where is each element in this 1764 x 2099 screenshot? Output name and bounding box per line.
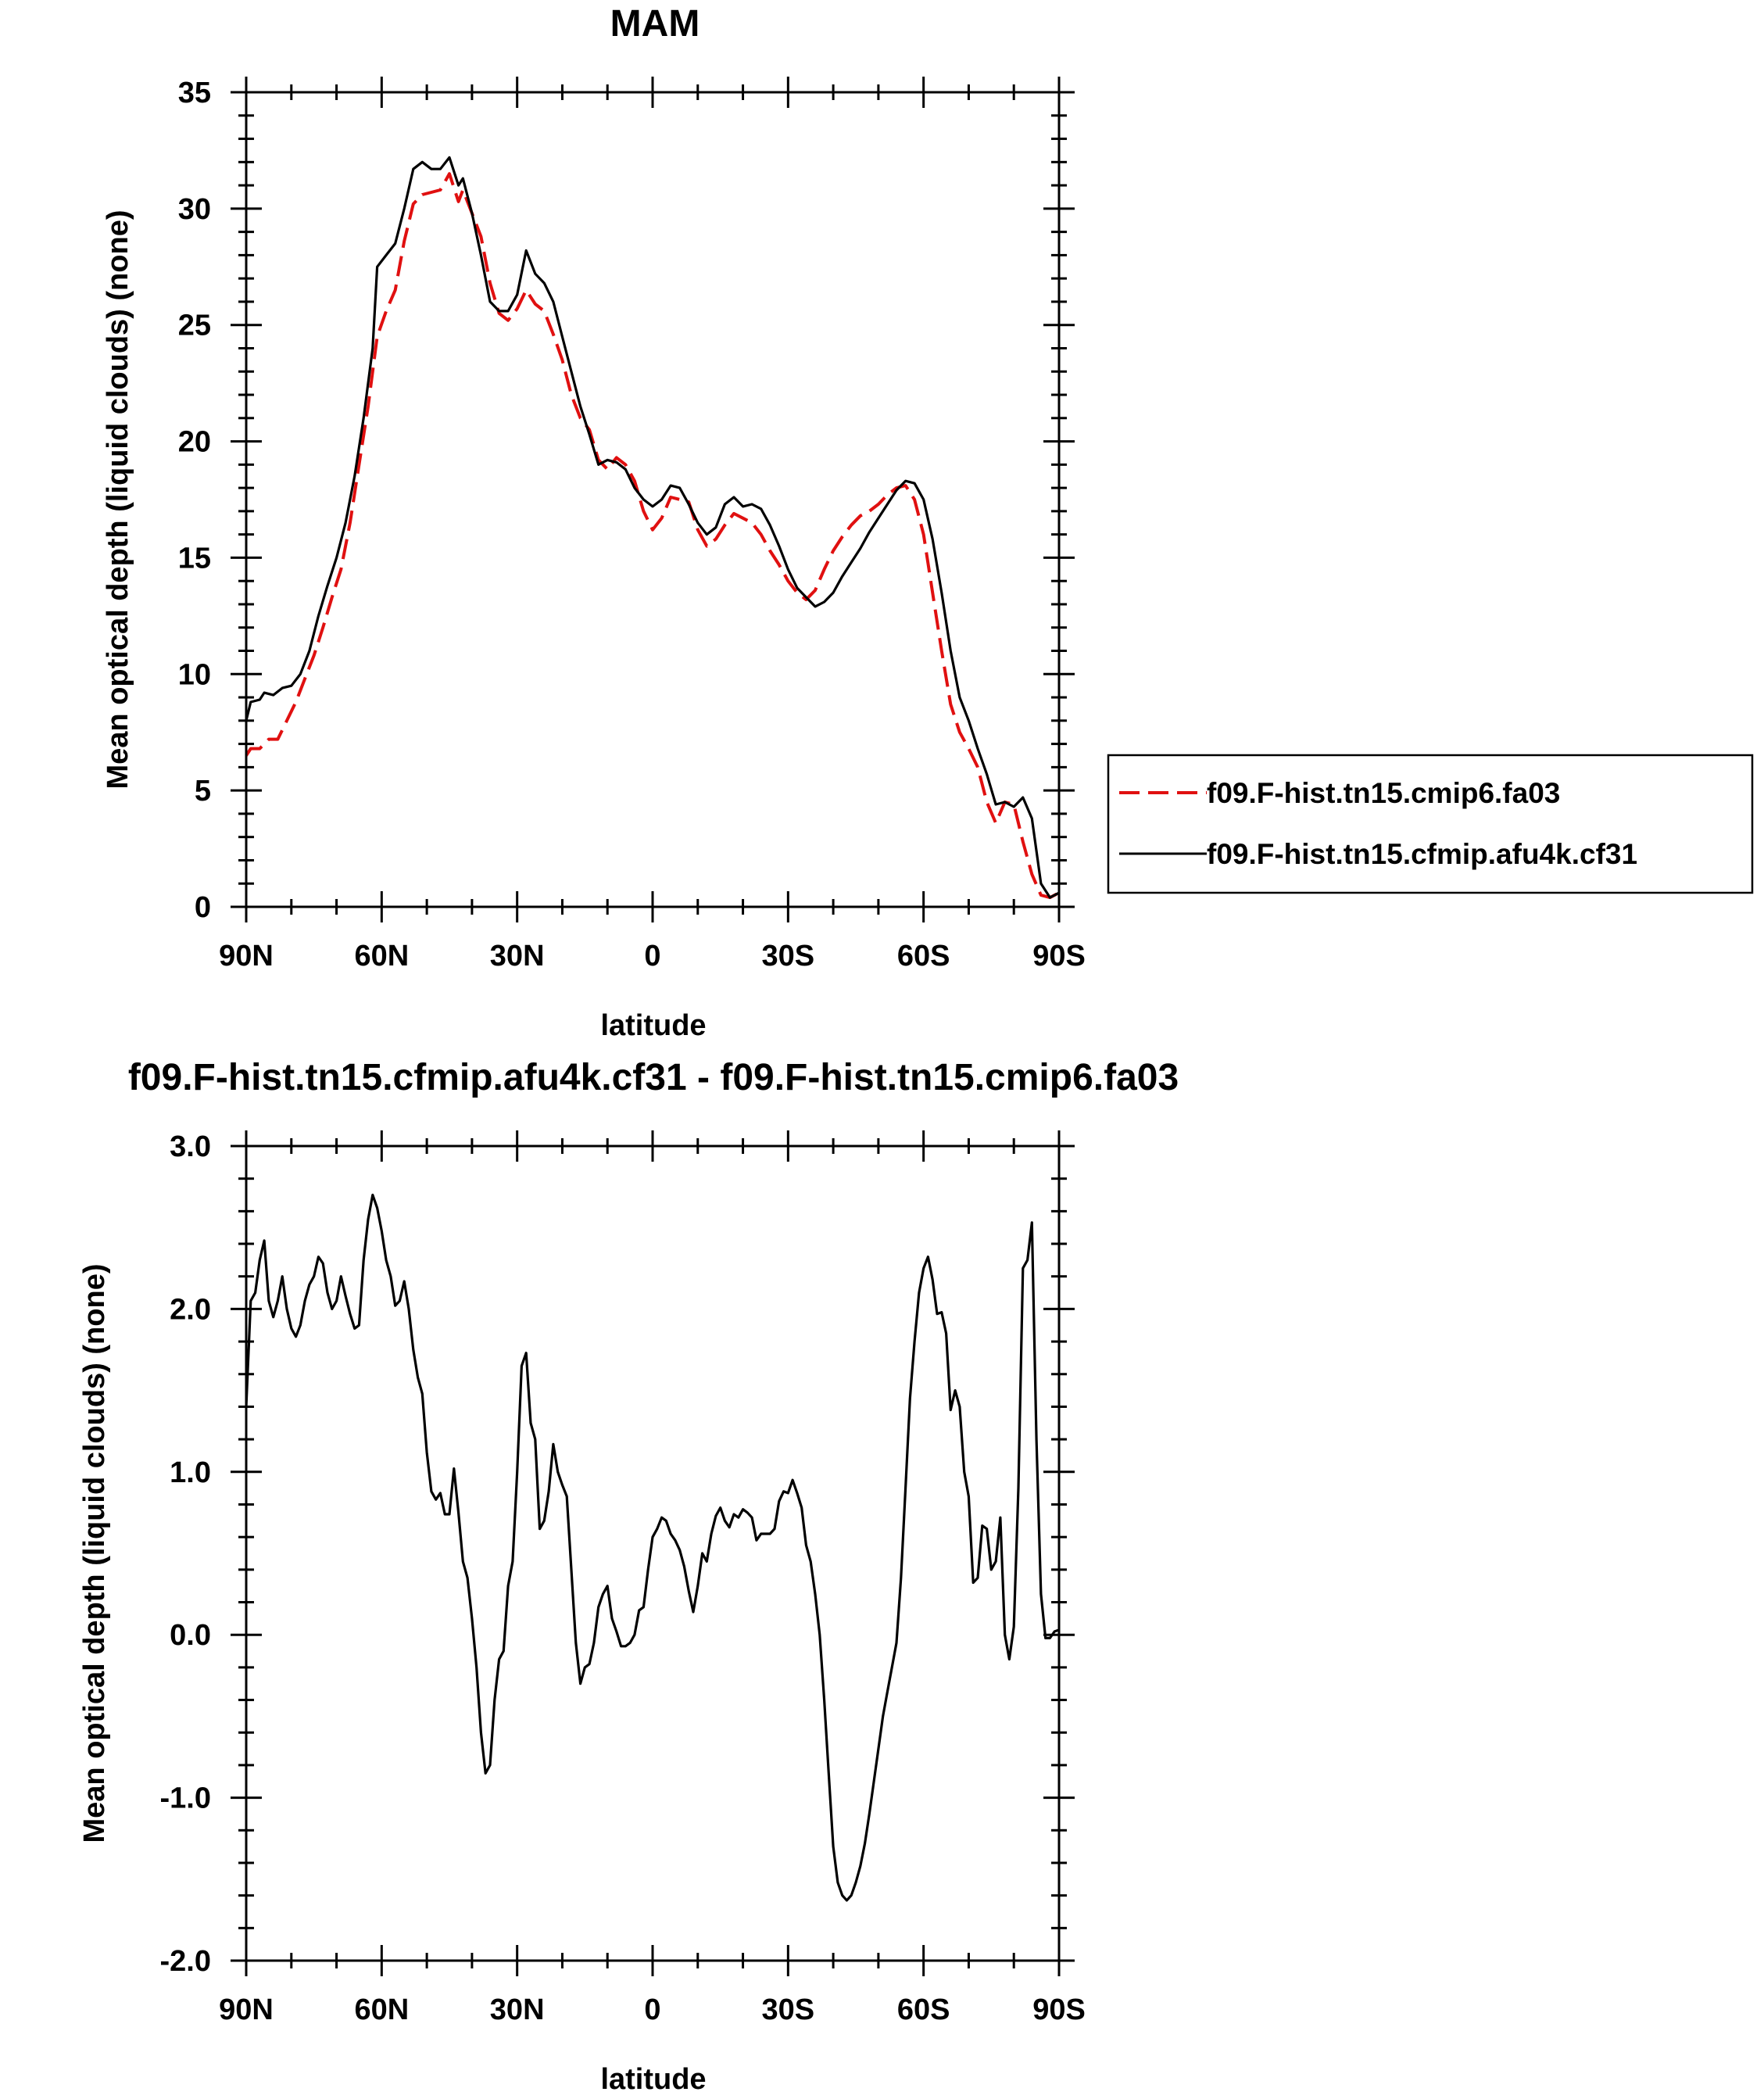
y-tick-label: 2.0 bbox=[170, 1293, 211, 1326]
x-tick-label: 0 bbox=[644, 1993, 660, 2026]
legend-box bbox=[1107, 754, 1754, 894]
y-tick-label: -1.0 bbox=[160, 1782, 211, 1815]
x-tick-label: 30N bbox=[490, 940, 545, 972]
y-tick-label: 10 bbox=[178, 658, 211, 691]
top-chart-y-axis-label: Mean optical depth (liquid clouds) (none… bbox=[102, 210, 134, 790]
bottom-chart-y-axis-label: Mean optical depth (liquid clouds) (none… bbox=[78, 1264, 111, 1843]
x-tick-label: 30S bbox=[762, 940, 815, 972]
y-tick-label: 1.0 bbox=[170, 1456, 211, 1489]
bottom-chart-ticks: 90N 60N 30N 0 30S 60S 90S -2.0 -1.0 0.0 1.0 2.0 3.0 bbox=[160, 1130, 1086, 2026]
series-line-1-0 bbox=[245, 1193, 1060, 1902]
x-tick-label: 30N bbox=[490, 1993, 545, 2026]
y-tick-label: -2.0 bbox=[160, 1945, 211, 1978]
legend-label-cfmip: f09.F-hist.tn15.cfmip.afu4k.cf31 bbox=[1207, 838, 1637, 870]
top-chart-x-axis-label: latitude bbox=[600, 1009, 706, 1042]
x-tick-label: 30S bbox=[762, 1993, 815, 2026]
top-chart-lines bbox=[245, 156, 1060, 900]
x-tick-label: 0 bbox=[644, 940, 660, 972]
series-line-0-1 bbox=[245, 156, 1060, 899]
legend: f09.F-hist.tn15.cmip6.fa03 f09.F-hist.tn… bbox=[1107, 754, 1754, 894]
x-tick-label: 90N bbox=[219, 1993, 274, 2026]
x-tick-label: 60N bbox=[354, 940, 409, 972]
x-tick-label: 60S bbox=[897, 940, 950, 972]
x-tick-label: 90N bbox=[219, 940, 274, 972]
bottom-chart-x-axis-label: latitude bbox=[600, 2063, 706, 2095]
y-tick-label: 0 bbox=[195, 891, 211, 924]
bottom-chart-title: f09.F-hist.tn15.cfmip.afu4k.cf31 - f09.F… bbox=[128, 1057, 1179, 1098]
x-tick-label: 90S bbox=[1032, 940, 1086, 972]
y-tick-label: 35 bbox=[178, 77, 211, 109]
legend-label-cmip6: f09.F-hist.tn15.cmip6.fa03 bbox=[1207, 777, 1560, 809]
y-tick-label: 15 bbox=[178, 542, 211, 575]
y-tick-label: 20 bbox=[178, 426, 211, 459]
y-tick-label: 30 bbox=[178, 193, 211, 226]
y-tick-label: 5 bbox=[195, 775, 211, 808]
x-tick-label: 60N bbox=[354, 1993, 409, 2026]
x-tick-label: 90S bbox=[1032, 1993, 1086, 2026]
top-chart-ticks: 90N 60N 30N 0 30S 60S 90S 0 5 10 15 20 25 30 35 bbox=[178, 77, 1086, 972]
bottom-chart-plot-frame bbox=[245, 1144, 1061, 1962]
top-chart-title: MAM bbox=[610, 3, 700, 45]
series-line-0-0 bbox=[245, 172, 1060, 900]
y-tick-label: 0.0 bbox=[170, 1619, 211, 1652]
y-tick-label: 3.0 bbox=[170, 1130, 211, 1163]
top-chart: MAM latitude Mean optical depth (liquid … bbox=[102, 3, 1086, 1042]
bottom-chart: f09.F-hist.tn15.cfmip.afu4k.cf31 - f09.F… bbox=[78, 1057, 1179, 2096]
bottom-chart-lines bbox=[245, 1193, 1060, 1902]
x-tick-label: 60S bbox=[897, 1993, 950, 2026]
y-tick-label: 25 bbox=[178, 310, 211, 342]
top-chart-plot-frame bbox=[245, 91, 1061, 908]
